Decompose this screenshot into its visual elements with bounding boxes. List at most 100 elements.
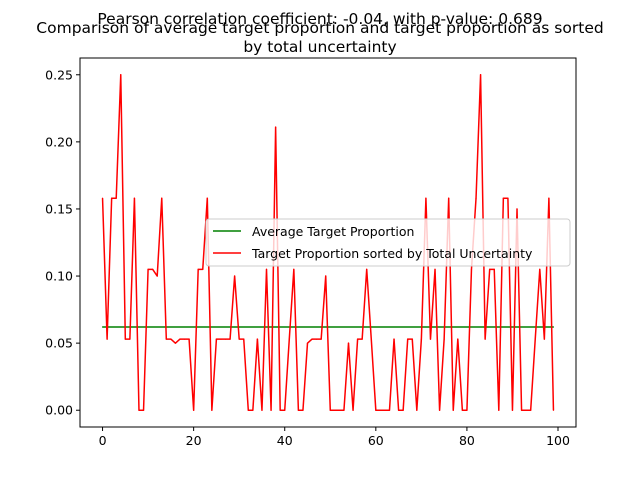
data-point-sorted [193,409,195,411]
data-point-sorted [470,268,473,270]
data-point-sorted [247,409,249,411]
data-point-sorted [111,197,113,199]
data-point-sorted [279,409,281,411]
data-point-sorted [202,268,204,270]
data-point-sorted [234,275,236,277]
data-point-sorted [379,409,381,411]
data-point-sorted [183,338,186,340]
data-point-sorted [534,338,536,340]
data-point-sorted [530,409,532,411]
data-point-sorted [516,208,518,210]
y-tick-label: 0.20 [45,134,73,149]
data-point-sorted [448,197,450,199]
data-point-sorted [252,409,254,411]
data-point-sorted [484,338,486,340]
data-point-sorted [329,409,331,411]
x-tick-label: 80 [459,433,475,448]
x-tick-label: 40 [277,433,293,448]
data-point-sorted [265,268,268,270]
data-point-sorted [120,74,122,76]
y-tick-label: 0.10 [45,269,73,284]
data-point-sorted [393,338,395,340]
chart-title-line-2: by total uncertainty [243,38,396,56]
data-point-sorted [306,342,309,344]
data-point-sorted [434,268,436,270]
data-point-sorted [466,409,468,411]
data-point-sorted [270,409,272,411]
data-point-sorted [170,338,172,340]
data-point-sorted [461,409,463,411]
data-point-sorted [375,409,377,411]
data-point-sorted [147,268,149,270]
x-tick-label: 60 [368,433,384,448]
x-tick-label: 0 [99,433,107,448]
data-point-sorted [320,338,322,340]
x-tick-label: 20 [186,433,202,448]
data-point-sorted [142,409,145,411]
plot-frame [79,57,577,428]
data-point-sorted [347,342,350,344]
data-point-sorted [297,409,299,411]
data-point-sorted [457,338,459,340]
data-point-sorted [238,338,240,340]
data-point-sorted [275,126,277,128]
data-point-sorted [343,409,345,411]
data-point-sorted [311,338,313,340]
data-point-sorted [407,338,409,340]
data-point-sorted [443,338,445,340]
data-point-sorted [475,197,477,199]
x-axis: 0 20 40 60 80 100 [99,427,570,448]
data-point-sorted [338,409,340,411]
data-point-sorted [188,338,190,340]
chart-suptitle: Pearson correlation coefficient: -0.04, … [97,10,542,28]
data-point-sorted [325,275,327,277]
data-point-sorted [548,197,550,199]
series-line-sorted [101,74,555,411]
data-point-sorted [243,338,245,340]
data-point-sorted [420,338,422,340]
data-point-sorted [284,409,286,411]
data-point-sorted [552,409,555,411]
data-point-sorted [256,338,259,340]
data-point-sorted [384,409,386,411]
data-point-sorted [152,268,154,270]
legend-box [205,218,571,267]
data-point-sorted [539,268,541,270]
data-point-sorted [124,338,126,340]
data-point-sorted [352,409,354,411]
data-point-sorted [416,409,418,411]
data-point-sorted [174,342,177,344]
data-point-sorted [138,409,140,411]
data-point-sorted [411,338,413,340]
data-point-sorted [520,409,523,411]
data-point-sorted [206,197,208,199]
legend-label-average: Average Target Proportion [252,224,414,239]
data-point-sorted [507,197,509,199]
data-point-sorted [316,338,318,340]
data-point-sorted [511,409,514,411]
data-point-sorted [129,338,131,340]
data-point-sorted [438,409,441,411]
data-point-sorted [479,74,482,76]
data-point-sorted [334,409,336,411]
data-point-sorted [397,409,400,411]
data-point-sorted [425,197,427,199]
data-point-sorted [502,197,504,199]
y-tick-label: 0.15 [45,201,73,216]
data-point-sorted [370,338,372,340]
data-point-sorted [302,409,304,411]
data-point-sorted [402,409,404,411]
chart-title-line-1: Comparison of average target proportion … [36,19,603,37]
data-point-sorted [361,338,363,340]
data-point-sorted [229,338,231,340]
data-point-sorted [543,338,545,340]
data-point-sorted [161,197,163,199]
data-point-sorted [220,338,222,340]
data-point-sorted [115,197,117,199]
data-point-sorted [288,338,290,340]
y-tick-label: 0.05 [45,336,73,351]
data-point-sorted [452,409,454,411]
data-point-sorted [498,409,500,411]
legend-label-sorted: Target Proportion sorted by Total Uncert… [251,246,533,261]
data-point-sorted [133,197,136,199]
